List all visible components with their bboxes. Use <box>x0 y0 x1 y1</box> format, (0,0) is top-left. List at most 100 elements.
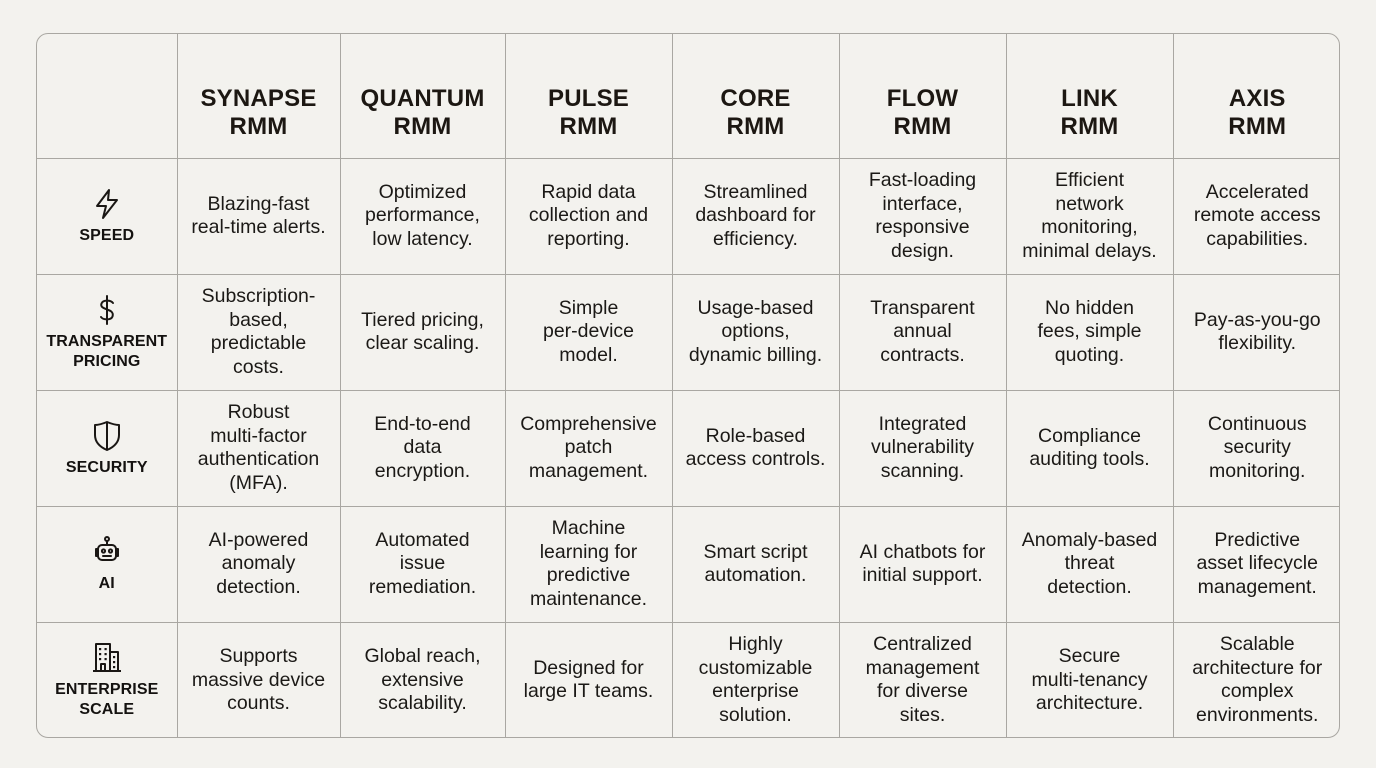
table-cell: Transparent annual contracts. <box>838 273 1007 391</box>
table-cell: AI chatbots for initial support. <box>838 505 1007 623</box>
feature-row-security: SECURITY Robust multi-factor authenticat… <box>37 389 1339 507</box>
vendor-header-link: LINK RMM <box>1005 34 1174 159</box>
vendor-header-synapse: SYNAPSE RMM <box>176 34 341 159</box>
shield-icon <box>93 421 120 451</box>
cell-text: Integrated vulnerability scanning. <box>871 412 974 482</box>
cell-text: Anomaly-based threat detection. <box>1021 528 1158 598</box>
feature-cell-security: SECURITY <box>37 389 178 507</box>
table-cell: Centralized management for diverse sites… <box>838 621 1007 737</box>
cell-text: Pay-as-you-go flexibility. <box>1193 308 1321 355</box>
table-cell: Machine learning for predictive maintena… <box>504 505 673 623</box>
table-cell: Usage-based options, dynamic billing. <box>671 273 840 391</box>
cell-text: AI-powered anomaly detection. <box>208 528 309 598</box>
corner-cell <box>37 34 178 159</box>
table-cell: Tiered pricing, clear scaling. <box>339 273 506 391</box>
cell-text: Tiered pricing, clear scaling. <box>361 308 484 355</box>
cell-text: Transparent annual contracts. <box>870 296 975 366</box>
vendor-suffix: RMM <box>1060 112 1119 140</box>
cell-text: Subscription- based, predictable costs. <box>201 285 316 378</box>
header-row: SYNAPSE RMM QUANTUM RMM PULSE RMM CORE RMM F… <box>37 34 1339 159</box>
vendor-name: QUANTUM <box>360 84 485 112</box>
table-cell: Automated issue remediation. <box>339 505 506 623</box>
feature-cell-enterprise-scale: ENTERPRISE SCALE <box>37 621 178 737</box>
table-cell: Scalable architecture for complex enviro… <box>1172 621 1339 737</box>
cell-text: Rapid data collection and reporting. <box>528 180 649 250</box>
cell-text: No hidden fees, simple quoting. <box>1037 296 1142 366</box>
cell-text: Scalable architecture for complex enviro… <box>1192 633 1323 726</box>
feature-cell-ai: AI <box>37 505 178 623</box>
table-cell: Anomaly-based threat detection. <box>1005 505 1174 623</box>
dollar-sign-icon <box>99 295 114 325</box>
table-cell: Continuous security monitoring. <box>1172 389 1339 507</box>
cell-text: Optimized performance, low latency. <box>365 180 480 250</box>
comparison-table: SYNAPSE RMM QUANTUM RMM PULSE RMM CORE RMM F… <box>36 33 1340 738</box>
vendor-header-quantum: QUANTUM RMM <box>339 34 506 159</box>
cell-text: Machine learning for predictive maintena… <box>529 517 648 610</box>
vendor-suffix: RMM <box>559 112 618 140</box>
table-cell: AI-powered anomaly detection. <box>176 505 341 623</box>
cell-text: Continuous security monitoring. <box>1207 412 1307 482</box>
cell-text: Centralized management for diverse sites… <box>865 633 980 726</box>
cell-text: Fast-loading interface, responsive desig… <box>868 169 977 262</box>
table-cell: Streamlined dashboard for efficiency. <box>671 157 840 275</box>
table-cell: Rapid data collection and reporting. <box>504 157 673 275</box>
table-cell: Highly customizable enterprise solution. <box>671 621 840 737</box>
vendor-name: CORE <box>720 84 791 112</box>
table-cell: Comprehensive patch management. <box>504 389 673 507</box>
cell-text: Smart script automation. <box>703 540 808 587</box>
vendor-name: AXIS <box>1228 84 1286 112</box>
table-cell: End-to-end data encryption. <box>339 389 506 507</box>
vendor-name: LINK <box>1061 84 1118 112</box>
robot-icon <box>94 536 119 561</box>
table-cell: Designed for large IT teams. <box>504 621 673 737</box>
vendor-header-axis: AXIS RMM <box>1172 34 1339 159</box>
feature-row-ai: AI AI-powered anomaly detection. Automat… <box>37 505 1339 623</box>
table-cell: Global reach, extensive scalability. <box>339 621 506 737</box>
lightning-bolt-icon <box>95 189 118 219</box>
table-cell: Simple per-device model. <box>504 273 673 391</box>
cell-text: Automated issue remediation. <box>368 528 477 598</box>
cell-text: Comprehensive patch management. <box>520 412 657 482</box>
table-cell: Integrated vulnerability scanning. <box>838 389 1007 507</box>
vendor-name: SYNAPSE <box>200 84 317 112</box>
feature-label: AI <box>98 575 115 592</box>
table-cell: Robust multi-factor authentication (MFA)… <box>176 389 341 507</box>
feature-cell-pricing: TRANSPARENT PRICING <box>37 273 178 391</box>
feature-label: TRANSPARENT PRICING <box>46 333 168 370</box>
cell-text: Streamlined dashboard for efficiency. <box>695 180 816 250</box>
vendor-header-pulse: PULSE RMM <box>504 34 673 159</box>
table-cell: Supports massive device counts. <box>176 621 341 737</box>
feature-label: SPEED <box>79 227 135 244</box>
vendor-suffix: RMM <box>229 112 288 140</box>
table-cell: Subscription- based, predictable costs. <box>176 273 341 391</box>
table-cell: Compliance auditing tools. <box>1005 389 1174 507</box>
table-cell: Efficient network monitoring, minimal de… <box>1005 157 1174 275</box>
vendor-name: FLOW <box>886 84 959 112</box>
cell-text: Blazing-fast real-time alerts. <box>191 192 326 239</box>
feature-row-pricing: TRANSPARENT PRICING Subscription- based,… <box>37 273 1339 391</box>
table-cell: Secure multi-tenancy architecture. <box>1005 621 1174 737</box>
vendor-suffix: RMM <box>1228 112 1287 140</box>
vendor-suffix: RMM <box>393 112 452 140</box>
cell-text: Supports massive device counts. <box>191 645 326 714</box>
vendor-header-flow: FLOW RMM <box>838 34 1007 159</box>
table-cell: Optimized performance, low latency. <box>339 157 506 275</box>
cell-text: Highly customizable enterprise solution. <box>698 633 813 726</box>
cell-text: Efficient network monitoring, minimal de… <box>1022 169 1157 262</box>
cell-text: Usage-based options, dynamic billing. <box>688 296 823 366</box>
feature-row-enterprise-scale: ENTERPRISE SCALE Supports massive device… <box>37 621 1339 737</box>
cell-text: Robust multi-factor authentication (MFA)… <box>197 401 320 494</box>
cell-text: Secure multi-tenancy architecture. <box>1031 645 1148 714</box>
feature-cell-speed: SPEED <box>37 157 178 275</box>
cell-text: Compliance auditing tools. <box>1029 424 1150 471</box>
table-cell: Role-based access controls. <box>671 389 840 507</box>
feature-label: ENTERPRISE SCALE <box>55 681 159 719</box>
cell-text: End-to-end data encryption. <box>374 412 471 482</box>
vendor-header-core: CORE RMM <box>671 34 840 159</box>
cell-text: Role-based access controls. <box>685 424 826 471</box>
rmm-comparison-grid: SYNAPSE RMM QUANTUM RMM PULSE RMM CORE RMM F… <box>37 34 1339 737</box>
buildings-icon <box>92 643 121 673</box>
feature-label: SECURITY <box>65 459 148 476</box>
table-cell: Smart script automation. <box>671 505 840 623</box>
cell-text: Predictive asset lifecycle management. <box>1196 528 1318 598</box>
